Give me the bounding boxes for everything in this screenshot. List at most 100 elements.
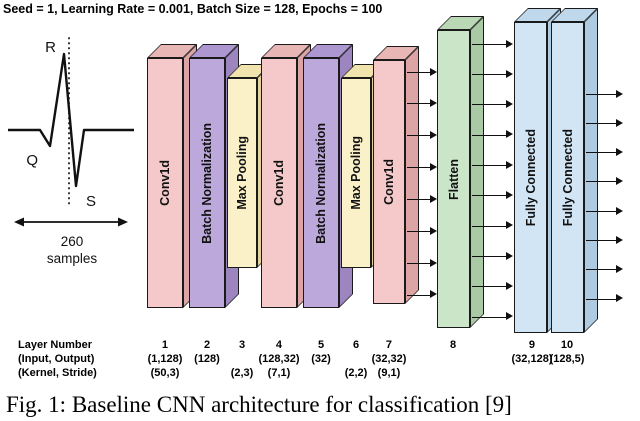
layer-block-conv1d-7: Conv1d — [373, 46, 419, 304]
flow-arrow-icon — [407, 290, 437, 300]
layer-label: Max Pooling — [349, 136, 363, 210]
layer-block-batchnorm-2: Batch Normalization — [189, 44, 239, 308]
ecg-waveform: R Q S — [8, 37, 134, 227]
layer-kernel-stride: (50,3) — [150, 367, 180, 379]
flow-arrow-icon — [472, 251, 513, 261]
layer-kernel-stride: (9,1) — [377, 367, 401, 379]
flow-arrow-icon — [472, 130, 513, 140]
layer-block-conv1d-4: Conv1d — [261, 44, 311, 308]
layer-block-maxpool-3: Max Pooling — [227, 64, 271, 268]
layer-kernel-stride: (7,1) — [267, 367, 291, 379]
layer-block-flatten-8: Flatten — [437, 16, 484, 328]
layer-kernel-stride — [450, 366, 456, 380]
samples-word: samples — [46, 251, 98, 266]
layer-number: 8 — [449, 339, 457, 351]
layer-io — [450, 352, 456, 366]
q-point-label: Q — [26, 152, 38, 169]
layer-number: 1 — [161, 339, 169, 351]
layer-io: (128,5) — [549, 353, 585, 365]
layer-column-3: 3 (2,3) — [231, 338, 254, 380]
block-front-face: Conv1d — [373, 60, 405, 304]
layer-number: 9 — [528, 339, 536, 351]
layer-block-fc-9: Fully Connected — [514, 8, 561, 333]
layer-number: 6 — [352, 339, 360, 351]
width-arrow-icon — [14, 217, 128, 227]
layer-kernel-stride — [194, 366, 220, 380]
layer-label: Conv1d — [382, 159, 396, 205]
s-point-label: S — [86, 193, 96, 210]
layer-column-1: 1 (1,128) (50,3) — [148, 338, 183, 380]
figure-caption: Fig. 1: Baseline CNN architecture for cl… — [6, 392, 512, 417]
legend-input-output: (Input, Output) — [18, 353, 95, 365]
block-front-face: Fully Connected — [551, 22, 584, 333]
samples-count-label: 260 samples — [6, 233, 138, 267]
layer-number: 7 — [385, 339, 393, 351]
flow-arrow-icon — [472, 191, 513, 201]
flow-arrow-icon — [586, 89, 623, 99]
flow-arrow-icon — [472, 100, 513, 110]
layer-label: Fully Connected — [560, 128, 575, 227]
qrs-trace — [8, 52, 134, 188]
layer-column-2: 2 (128) — [194, 338, 220, 380]
layer-block-batchnorm-5: Batch Normalization — [303, 44, 353, 308]
flow-arrow-icon — [586, 177, 623, 187]
legend-layer-number: Layer Number — [18, 339, 92, 351]
layer-io: (128,32) — [258, 353, 300, 365]
block-front-face: Batch Normalization — [303, 58, 339, 308]
layer-kernel-stride: (2,3) — [230, 367, 254, 379]
layer-column-5: 5 (32) — [311, 338, 331, 380]
layer-column-9: 9 (32,128) — [512, 338, 553, 380]
arrows-output — [586, 89, 623, 304]
block-front-face: Batch Normalization — [189, 58, 225, 308]
layer-io: (1,128) — [147, 353, 183, 365]
layer-kernel-stride — [512, 366, 553, 380]
layer-block-fc-10: Fully Connected — [551, 8, 598, 333]
hyperparameters-text: Seed = 1, Learning Rate = 0.001, Batch S… — [3, 2, 383, 16]
layer-label: Batch Normalization — [314, 122, 328, 244]
layer-label: Conv1d — [272, 160, 286, 206]
flow-arrow-icon — [407, 163, 437, 173]
layer-label: Batch Normalization — [200, 122, 214, 244]
layer-io — [345, 352, 368, 366]
layer-kernel-stride — [550, 366, 585, 380]
layer-label: Conv1d — [158, 160, 172, 206]
flow-arrow-icon — [472, 282, 513, 292]
flow-arrow-icon — [407, 258, 437, 268]
flow-arrow-icon — [472, 312, 513, 322]
layer-number: 5 — [317, 339, 325, 351]
block-front-face: Conv1d — [147, 58, 183, 308]
layer-kernel-stride — [311, 366, 331, 380]
layer-block-maxpool-6: Max Pooling — [341, 64, 385, 268]
flow-arrow-icon — [407, 131, 437, 141]
flow-arrow-icon — [407, 67, 437, 77]
layer-column-7: 7 (32,32) (9,1) — [372, 338, 407, 380]
flow-arrow-icon — [407, 99, 437, 109]
block-front-face: Conv1d — [261, 58, 297, 308]
arrows-flatten-to-fc — [472, 39, 513, 322]
layer-number: 2 — [203, 339, 211, 351]
flow-arrow-icon — [472, 69, 513, 79]
layer-label: Fully Connected — [523, 128, 538, 227]
layer-io: (32,128) — [511, 353, 553, 365]
layer-column-4: 4 (128,32) (7,1) — [259, 338, 300, 380]
layer-label: Max Pooling — [235, 136, 249, 210]
arrows-conv-to-flatten — [407, 67, 437, 300]
flow-arrow-icon — [472, 221, 513, 231]
layer-column-6: 6 (2,2) — [345, 338, 368, 380]
flow-arrow-icon — [586, 148, 623, 158]
layer-column-8: 8 — [450, 338, 456, 380]
layer-number: 4 — [275, 339, 283, 351]
block-front-face: Max Pooling — [227, 78, 257, 268]
block-front-face: Max Pooling — [341, 78, 371, 268]
layer-number: 3 — [238, 339, 246, 351]
r-peak-label: R — [45, 39, 56, 56]
samples-number: 260 — [60, 234, 84, 249]
flow-arrow-icon — [586, 235, 623, 245]
layer-number: 10 — [560, 339, 574, 351]
layer-io: (32) — [311, 353, 331, 365]
table-row-headers: Layer Number (Input, Output) (Kernel, St… — [18, 338, 97, 380]
flow-arrow-icon — [472, 39, 513, 49]
flow-arrow-icon — [586, 265, 623, 275]
block-front-face: Fully Connected — [514, 22, 547, 333]
layer-kernel-stride: (2,2) — [344, 367, 368, 379]
